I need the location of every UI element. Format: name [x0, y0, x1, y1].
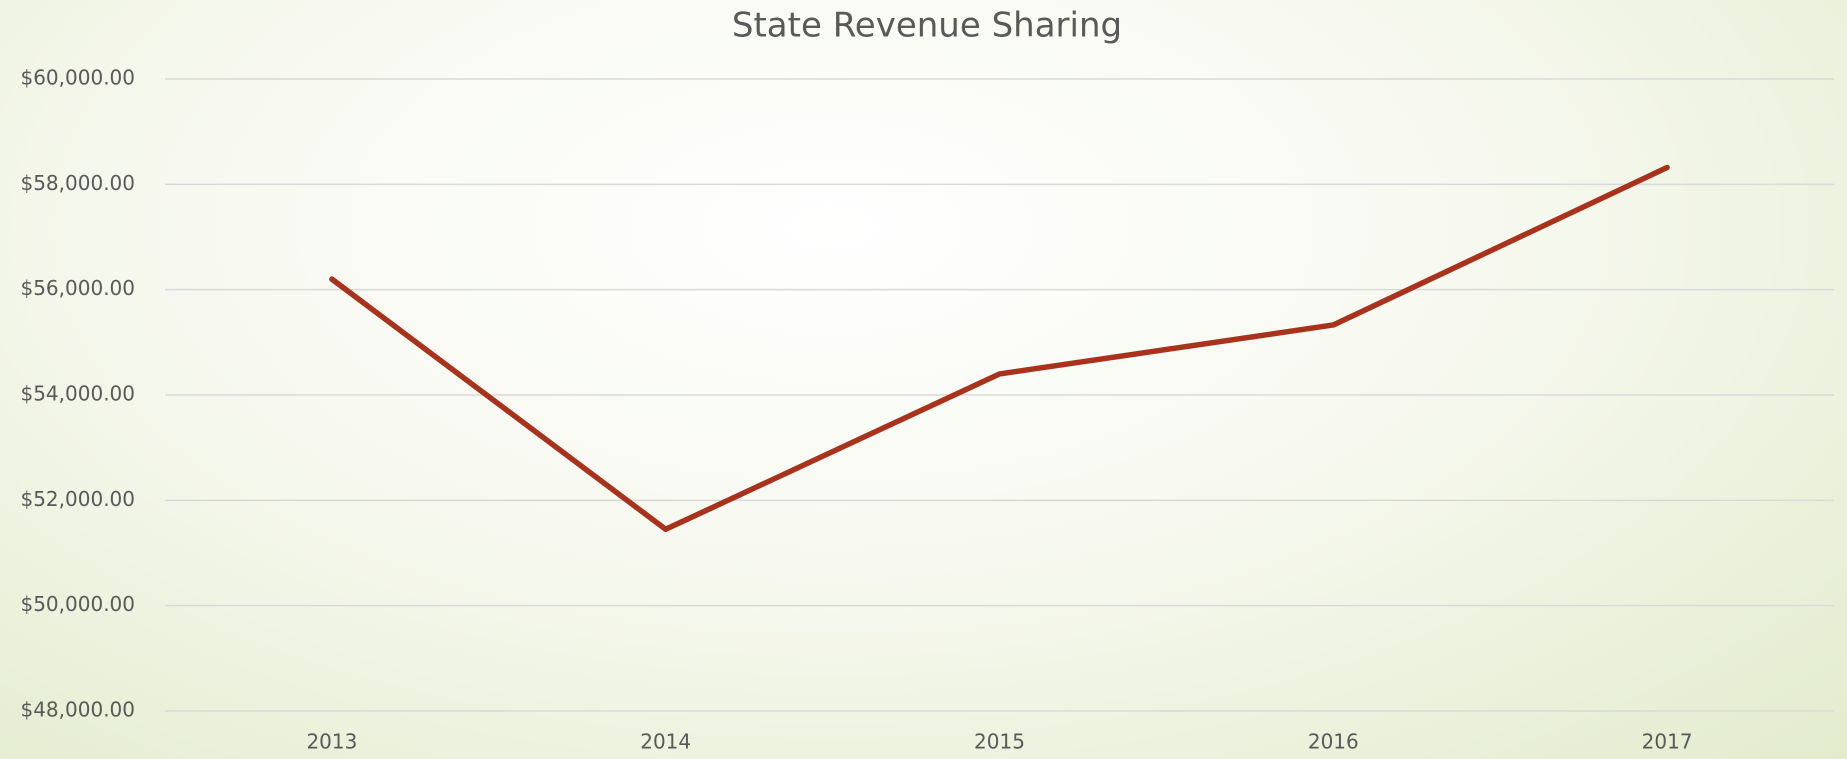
- y-tick-label: $58,000.00: [20, 171, 135, 195]
- x-tick-label: 2017: [1642, 730, 1693, 754]
- y-tick-label: $60,000.00: [20, 66, 135, 90]
- x-tick-label: 2015: [974, 730, 1025, 754]
- y-tick-label: $50,000.00: [20, 592, 135, 616]
- chart-title: State Revenue Sharing: [732, 6, 1122, 46]
- x-tick-label: 2014: [640, 730, 691, 754]
- y-tick-label: $54,000.00: [20, 382, 135, 406]
- x-tick-label: 2016: [1308, 730, 1359, 754]
- x-tick-label: 2013: [306, 730, 357, 754]
- y-tick-label: $52,000.00: [20, 487, 135, 511]
- series-line: [329, 164, 1670, 533]
- y-tick-label: $48,000.00: [20, 698, 135, 722]
- y-tick-label: $56,000.00: [20, 276, 135, 300]
